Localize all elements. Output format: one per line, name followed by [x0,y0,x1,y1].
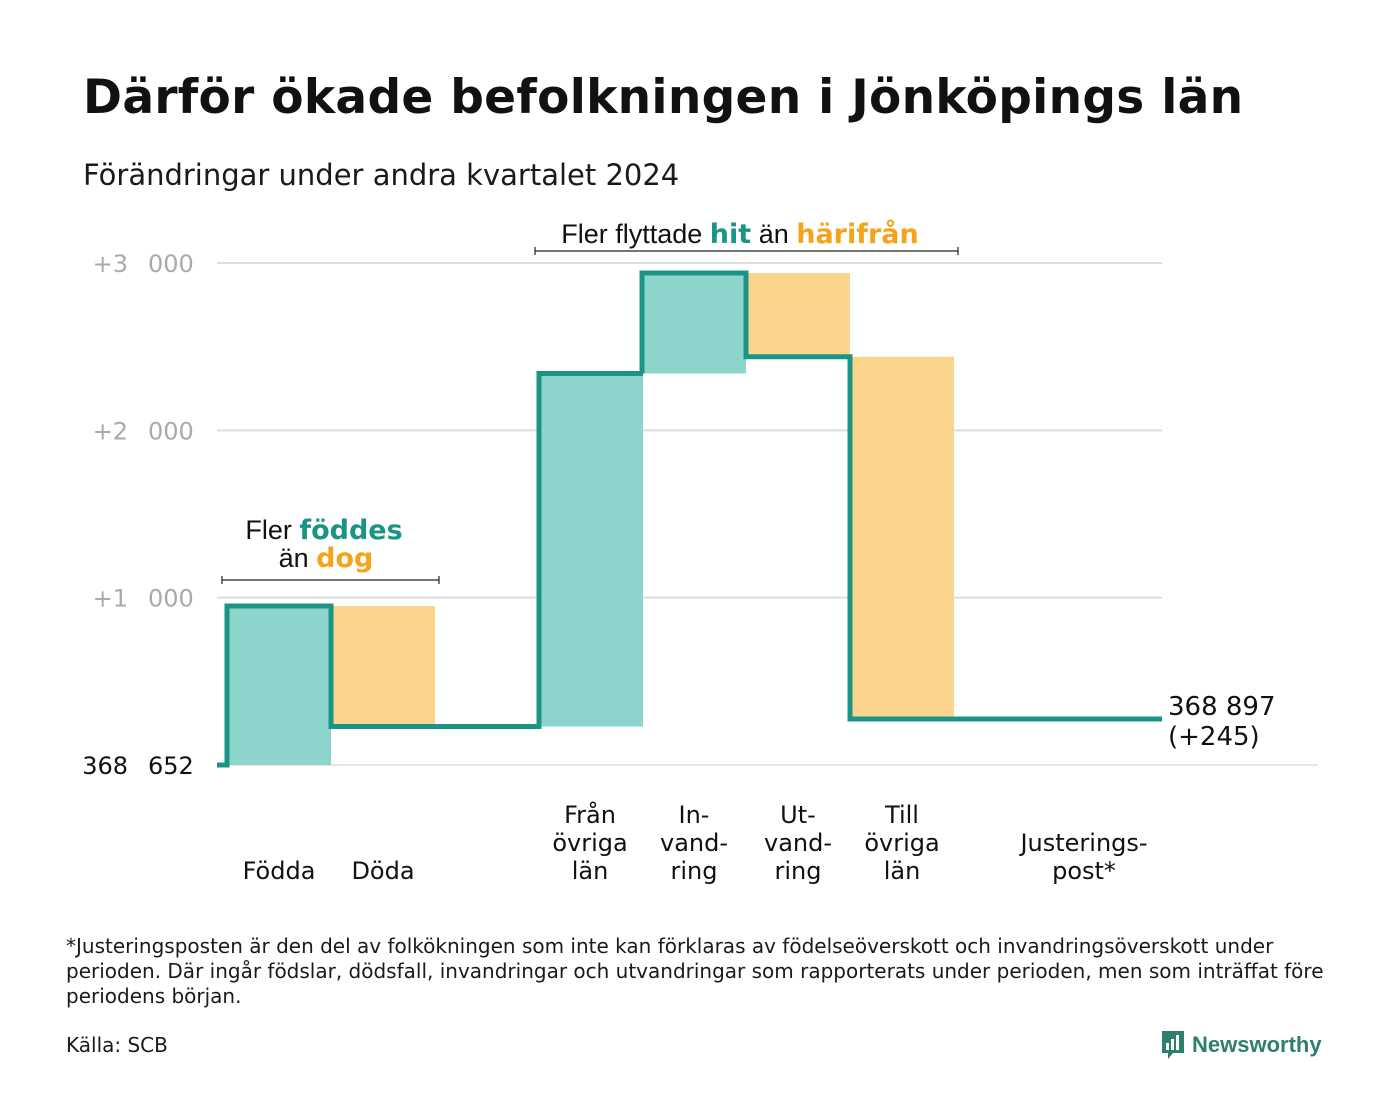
annotation-natural-line1: Fler föddes [245,515,402,546]
y-tick-label: +3 [93,250,128,278]
y-tick-label: +2 [93,417,128,445]
chart-subtitle: Förändringar under andra kvartalet 2024 [83,158,680,192]
annotation-migration: Fler flyttade hit än härifrån [561,218,919,250]
y-tick-labels: +1 000 +2 000 +3 000 368 652 368 897(+245) [82,250,1275,780]
x-category-labels: Födda DödaFrånövrigalänIn-vand-ringUt-van… [243,800,1148,885]
bars [227,273,954,765]
waterfall-bar [331,606,435,727]
end-value-label: 368 897 [1168,692,1276,722]
waterfall-bar [746,273,850,357]
x-category-label: Till [884,801,919,829]
x-category-label: Från [564,800,616,829]
x-category-label: ring [671,857,718,885]
x-category-label: övriga [552,829,627,857]
y-tick-label: 000 [148,585,194,613]
x-category-label: ring [775,857,822,885]
x-category-label: Ut- [780,801,816,829]
waterfall-bar [227,606,331,765]
x-category-label: vand- [764,829,832,857]
y-tick-label: +1 [93,585,128,613]
source-note: Källa: SCB [66,1033,168,1057]
x-category-label: övriga [864,829,939,857]
waterfall-bar [850,356,954,719]
waterfall-bar [642,273,746,374]
x-category-label: vand- [660,829,728,857]
brand-logo: Newsworthy [1160,1028,1322,1062]
start-value-label: 652 [148,752,194,780]
x-category-label: Döda [351,857,414,885]
x-category-label: län [572,857,609,885]
x-category-label: Justerings- [1018,829,1147,857]
cumulative-line [217,270,1162,768]
footnote: *Justeringsposten är den del av folkökni… [66,934,1324,1008]
end-change-label: (+245) [1168,722,1260,752]
waterfall-bar [539,373,643,727]
chart-title: Därför ökade befolkningen i Jönköpings l… [83,70,1244,125]
x-category-label: län [884,857,921,885]
y-tick-label: 000 [148,250,194,278]
newsworthy-icon [1162,1031,1184,1059]
y-tick-label: 000 [148,417,194,445]
cumulative-step-line [217,270,1162,768]
x-category-label: In- [679,801,710,829]
start-value-label: 368 [82,752,128,780]
x-category-label: post* [1052,857,1116,885]
x-category-label: Födda [243,857,316,885]
annotation-natural-line2: än dog [279,543,374,574]
waterfall-chart: +1 000 +2 000 +3 000 368 652 368 897(+245) Födda… [82,218,1318,885]
gridlines [217,262,1318,766]
brand-name: Newsworthy [1192,1032,1322,1057]
